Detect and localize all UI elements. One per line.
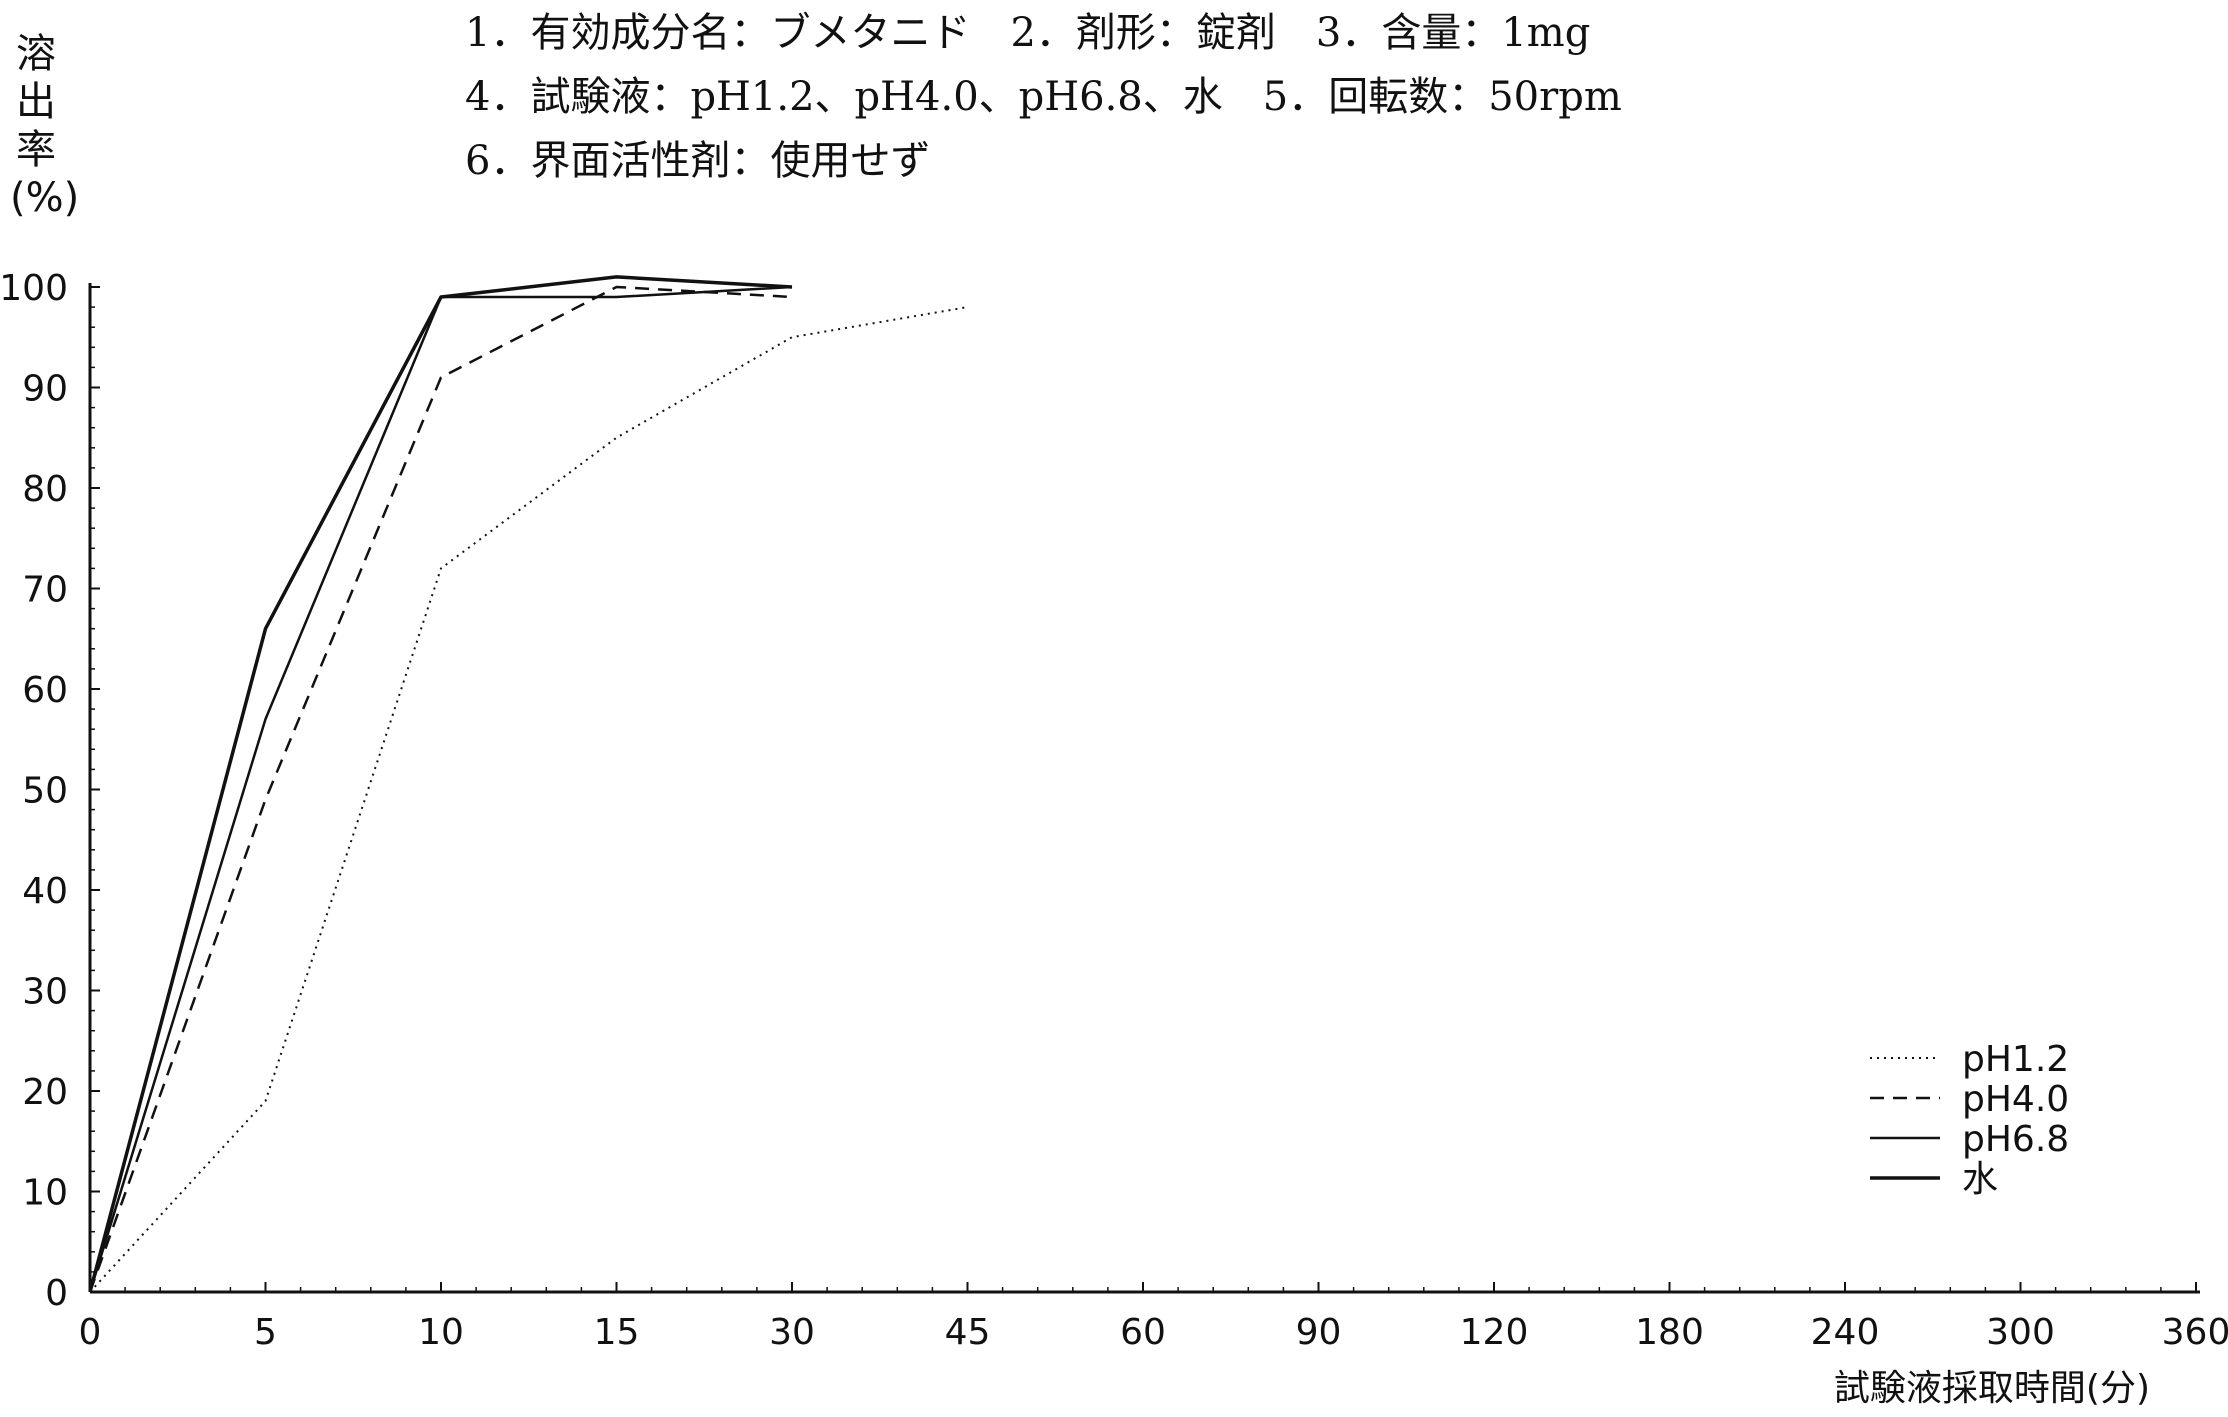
- y-axis-label-char: 率: [16, 127, 56, 173]
- y-tick-label: 60: [22, 670, 68, 711]
- y-tick-label: 30: [22, 972, 68, 1013]
- header-line-2: 4．試験液：pH1.2、pH4.0、pH6.8、水 5．回転数：50rpm: [465, 74, 1622, 120]
- legend-label-2: pH4.0: [1962, 1079, 2069, 1120]
- y-tick-label: 90: [22, 369, 68, 410]
- axes: 0 5 10 15 30 45 60 90 120 180 240 300 360 0 10 20 30 40 50…: [0, 268, 2228, 1353]
- x-tick-label: 0: [79, 1312, 102, 1353]
- y-tick-label: 50: [22, 771, 68, 812]
- y-tick-label: 80: [22, 469, 68, 510]
- series-line-2: [88, 285, 793, 1293]
- legend-label-4: 水: [1962, 1159, 1998, 1200]
- header-line-3: 6．界面活性剤：使用せず: [465, 138, 931, 184]
- x-tick-label: 180: [1635, 1312, 1704, 1353]
- x-tick-label: 120: [1460, 1312, 1529, 1353]
- y-tick-label: 70: [22, 570, 68, 611]
- x-tick-label: 10: [418, 1312, 464, 1353]
- y-tick-label: 100: [0, 268, 68, 309]
- x-tick-label: 30: [769, 1312, 815, 1353]
- x-tick-label: 60: [1120, 1312, 1166, 1353]
- x-tick-label: 90: [1296, 1312, 1342, 1353]
- y-tick-label: 10: [22, 1173, 68, 1214]
- y-tick-label: 0: [45, 1273, 68, 1314]
- series-line-3: [88, 285, 793, 1293]
- x-axis-label: 試験液採取時間(分): [1834, 1368, 2150, 1409]
- x-tick-label: 300: [1986, 1312, 2055, 1353]
- series-layer: [88, 275, 968, 1293]
- x-tick-label: 240: [1811, 1312, 1880, 1353]
- y-tick-label: 20: [22, 1072, 68, 1113]
- header-line-1: 1．有効成分名：ブメタニド 2．剤形：錠剤 3．含量：1mg: [465, 10, 1591, 56]
- y-axis-label-char: 出: [16, 79, 56, 125]
- series-line-4: [88, 275, 793, 1293]
- y-tick-label: 40: [22, 871, 68, 912]
- x-tick-label: 45: [945, 1312, 991, 1353]
- x-tick-label: 5: [254, 1312, 277, 1353]
- legend-label-3: pH6.8: [1962, 1119, 2069, 1160]
- legend-label-1: pH1.2: [1962, 1039, 2069, 1080]
- y-axis-label-char: 溶: [16, 31, 56, 77]
- x-tick-label: 360: [2162, 1312, 2228, 1353]
- x-tick-label: 15: [594, 1312, 640, 1353]
